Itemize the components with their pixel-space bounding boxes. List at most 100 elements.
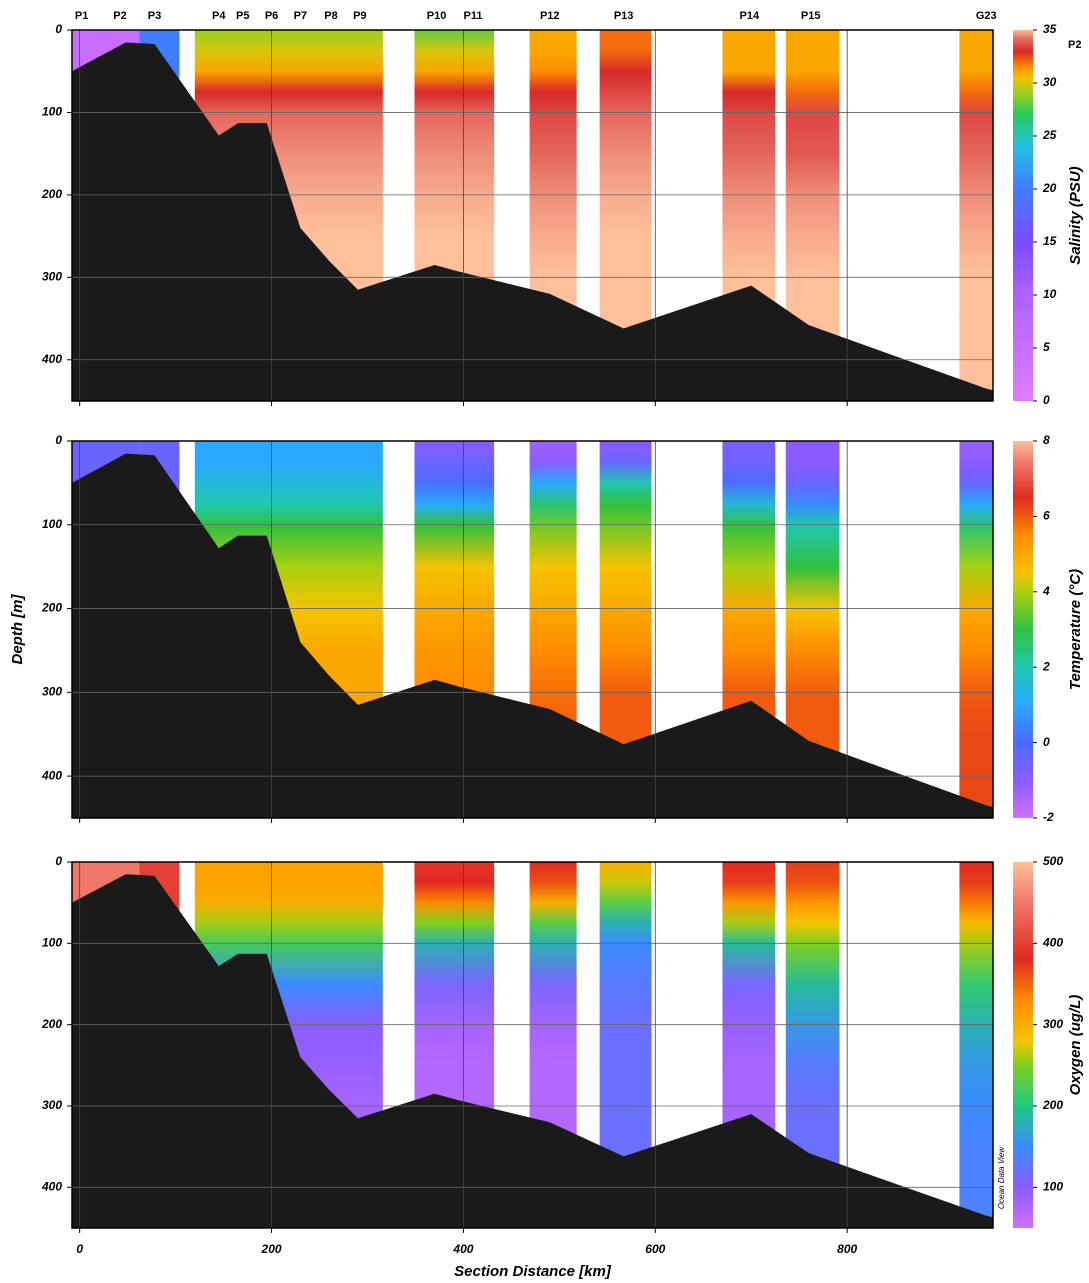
- profile-cell: [722, 71, 776, 93]
- profile-cell: [599, 1024, 652, 1066]
- colorbar-tick-label: 0: [1043, 735, 1050, 749]
- y-tick-label: 400: [41, 1180, 62, 1194]
- profile-cell: [722, 984, 776, 1026]
- station-label: P4: [212, 10, 226, 22]
- y-tick-label: 0: [55, 854, 62, 868]
- profile-cell: [599, 30, 652, 52]
- profile-cell: [959, 503, 993, 526]
- profile-cell: [414, 112, 495, 155]
- profile-cell: [722, 862, 776, 883]
- profile-cell: [194, 503, 383, 526]
- colorbar-tick-label: 2: [1042, 659, 1050, 673]
- profile-cell: [529, 50, 577, 72]
- profile-cell: [599, 236, 652, 278]
- profile-cell: [959, 318, 993, 361]
- profile-cell: [414, 194, 495, 237]
- colorbar: [1013, 30, 1033, 401]
- profile-cell: [959, 30, 993, 52]
- profile-cell: [599, 692, 652, 735]
- profile-cell: [959, 923, 993, 944]
- profile-cell: [414, 862, 495, 883]
- profile-cell: [194, 71, 383, 93]
- profile-cell: [194, 862, 383, 883]
- profile-cell: [785, 923, 840, 944]
- profile-cell: [414, 943, 495, 985]
- profile-cell: [959, 608, 993, 652]
- y-tick-label: 400: [41, 352, 62, 366]
- profile-cell: [959, 943, 993, 985]
- profile-cell: [959, 566, 993, 610]
- profile-cell: [785, 153, 840, 196]
- profile-cell: [414, 1024, 495, 1066]
- colorbar-label: Salinity (PSU): [1067, 166, 1084, 264]
- colorbar-label: Oxygen (ug/L): [1067, 995, 1084, 1096]
- profile-cell: [959, 984, 993, 1026]
- colorbar-tick-label: 200: [1042, 1098, 1063, 1112]
- profile-cell: [722, 194, 776, 237]
- profile-cell: [194, 50, 383, 72]
- profile-cell: [959, 50, 993, 72]
- profile-cell: [529, 524, 577, 568]
- colorbar-tick-label: 20: [1042, 181, 1057, 195]
- colorbar-tick-label: 8: [1043, 433, 1050, 447]
- profile-cell: [414, 441, 495, 463]
- profile-cell: [414, 984, 495, 1026]
- profile-cell: [722, 524, 776, 568]
- profile-cell: [785, 91, 840, 114]
- profile-cell: [529, 91, 577, 114]
- profile-cell: [194, 482, 383, 505]
- profile-cell: [599, 984, 652, 1026]
- profile-cell: [722, 1065, 776, 1107]
- profile-cell: [785, 112, 840, 155]
- colorbar-tick-label: 5: [1043, 340, 1050, 354]
- profile-cell: [194, 461, 383, 484]
- profile-cell: [785, 943, 840, 985]
- profile-cell: [599, 943, 652, 985]
- profile-cell: [785, 1024, 840, 1066]
- profile-cell: [722, 441, 776, 463]
- profile-cell: [959, 524, 993, 568]
- profile-cell: [722, 923, 776, 944]
- profile-cell: [194, 91, 383, 114]
- station-label: P5: [236, 10, 249, 22]
- profile-cell: [599, 277, 652, 320]
- profile-cell: [722, 482, 776, 505]
- profile-cell: [959, 1146, 993, 1188]
- profile-cell: [599, 923, 652, 944]
- profile-cell: [529, 236, 577, 278]
- profile-cell: [529, 608, 577, 652]
- profile-cell: [722, 50, 776, 72]
- y-tick-label: 400: [41, 768, 62, 782]
- profile-cell: [599, 50, 652, 72]
- profile-cell: [785, 650, 840, 693]
- y-tick-label: 100: [42, 105, 62, 119]
- profile-cell: [959, 902, 993, 924]
- station-label: G23: [976, 10, 997, 22]
- station-label: P10: [427, 10, 447, 22]
- y-tick-label: 300: [42, 270, 62, 284]
- bathymetry: [72, 453, 993, 818]
- plot-area: [72, 441, 993, 818]
- profile-cell: [599, 194, 652, 237]
- colorbar-tick-label: 6: [1043, 509, 1050, 523]
- station-label: P2: [113, 10, 126, 22]
- colorbar-tick-label: 15: [1043, 234, 1057, 248]
- profile-cell: [959, 734, 993, 777]
- profile-cell: [414, 461, 495, 484]
- profile-cell: [959, 1065, 993, 1107]
- profile-cell: [785, 236, 840, 278]
- profile-cell: [959, 71, 993, 93]
- station-label: P13: [614, 10, 634, 22]
- station-label: P14: [740, 10, 760, 22]
- colorbar-tick-label: 25: [1042, 128, 1057, 142]
- profile-cell: [959, 482, 993, 505]
- profile-cell: [529, 482, 577, 505]
- profile-cell: [722, 503, 776, 526]
- profile-cell: [599, 902, 652, 924]
- x-tick-label: 600: [645, 1242, 665, 1256]
- x-tick-label: 0: [76, 1242, 83, 1256]
- plot-frame: [71, 29, 994, 402]
- profile-cell: [959, 1024, 993, 1066]
- profile-cell: [722, 30, 776, 52]
